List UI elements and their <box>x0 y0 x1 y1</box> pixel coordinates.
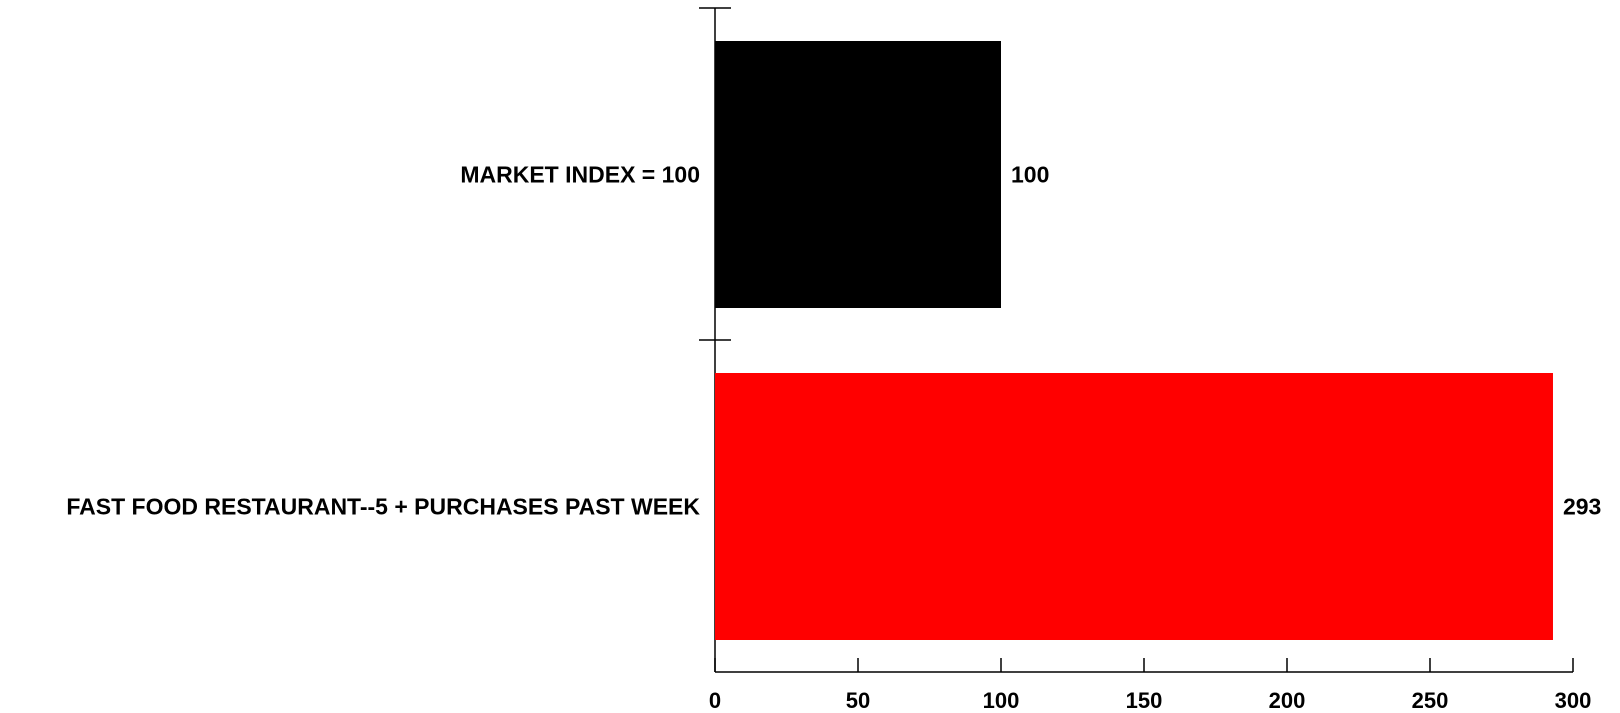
x-tick-label: 150 <box>1126 688 1163 713</box>
x-tick-label: 250 <box>1412 688 1449 713</box>
category-label: MARKET INDEX = 100 <box>460 162 700 188</box>
bar <box>715 41 1001 308</box>
data-label: 293 <box>1563 494 1601 520</box>
chart-labels: 0 50 100 150 200 250 300 MARKET INDEX = 100 100 F… <box>66 162 1601 713</box>
data-label: 100 <box>1011 162 1049 188</box>
x-tick-label: 50 <box>846 688 870 713</box>
x-tick-label: 0 <box>709 688 721 713</box>
x-tick-label: 200 <box>1269 688 1306 713</box>
bar <box>715 373 1553 640</box>
x-tick-label: 300 <box>1555 688 1592 713</box>
category-label: FAST FOOD RESTAURANT--5 + PURCHASES PAST… <box>66 494 700 520</box>
chart-bars <box>715 41 1553 640</box>
x-tick-label: 100 <box>983 688 1020 713</box>
